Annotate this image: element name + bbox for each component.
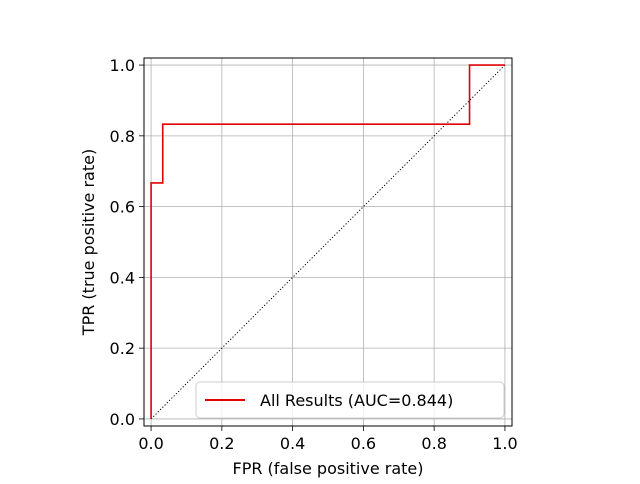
y-tick-label: 0.2 — [110, 339, 135, 358]
y-tick-label: 0.4 — [110, 268, 135, 287]
x-tick-label: 0.6 — [351, 434, 376, 453]
x-tick-label: 0.0 — [138, 434, 163, 453]
x-axis-label: FPR (false positive rate) — [232, 459, 423, 478]
plot-frame — [143, 57, 513, 427]
y-tick-label: 0.8 — [110, 127, 135, 146]
legend-label-all-results: All Results (AUC=0.844) — [260, 391, 453, 410]
y-tick-label: 0.6 — [110, 198, 135, 217]
y-tick-label: 0.0 — [110, 410, 135, 429]
x-tick-label: 0.8 — [421, 434, 446, 453]
y-axis-label: TPR (true positive rate) — [79, 149, 98, 336]
grid-layer — [144, 58, 512, 426]
chance-diagonal-line — [150, 64, 506, 420]
x-tick-label: 1.0 — [492, 434, 517, 453]
series-layer — [150, 64, 506, 420]
roc-curve-all-results — [150, 64, 505, 419]
tick-layer: 0.0 0.2 0.4 0.6 0.8 1.0 0.0 0.2 0.4 0.6 0.8 1.0 — [110, 56, 518, 453]
y-tick-label: 1.0 — [110, 56, 135, 75]
legend-box — [195, 381, 505, 419]
x-tick-label: 0.4 — [280, 434, 305, 453]
legend: All Results (AUC=0.844) — [195, 381, 505, 419]
x-tick-label: 0.2 — [209, 434, 234, 453]
